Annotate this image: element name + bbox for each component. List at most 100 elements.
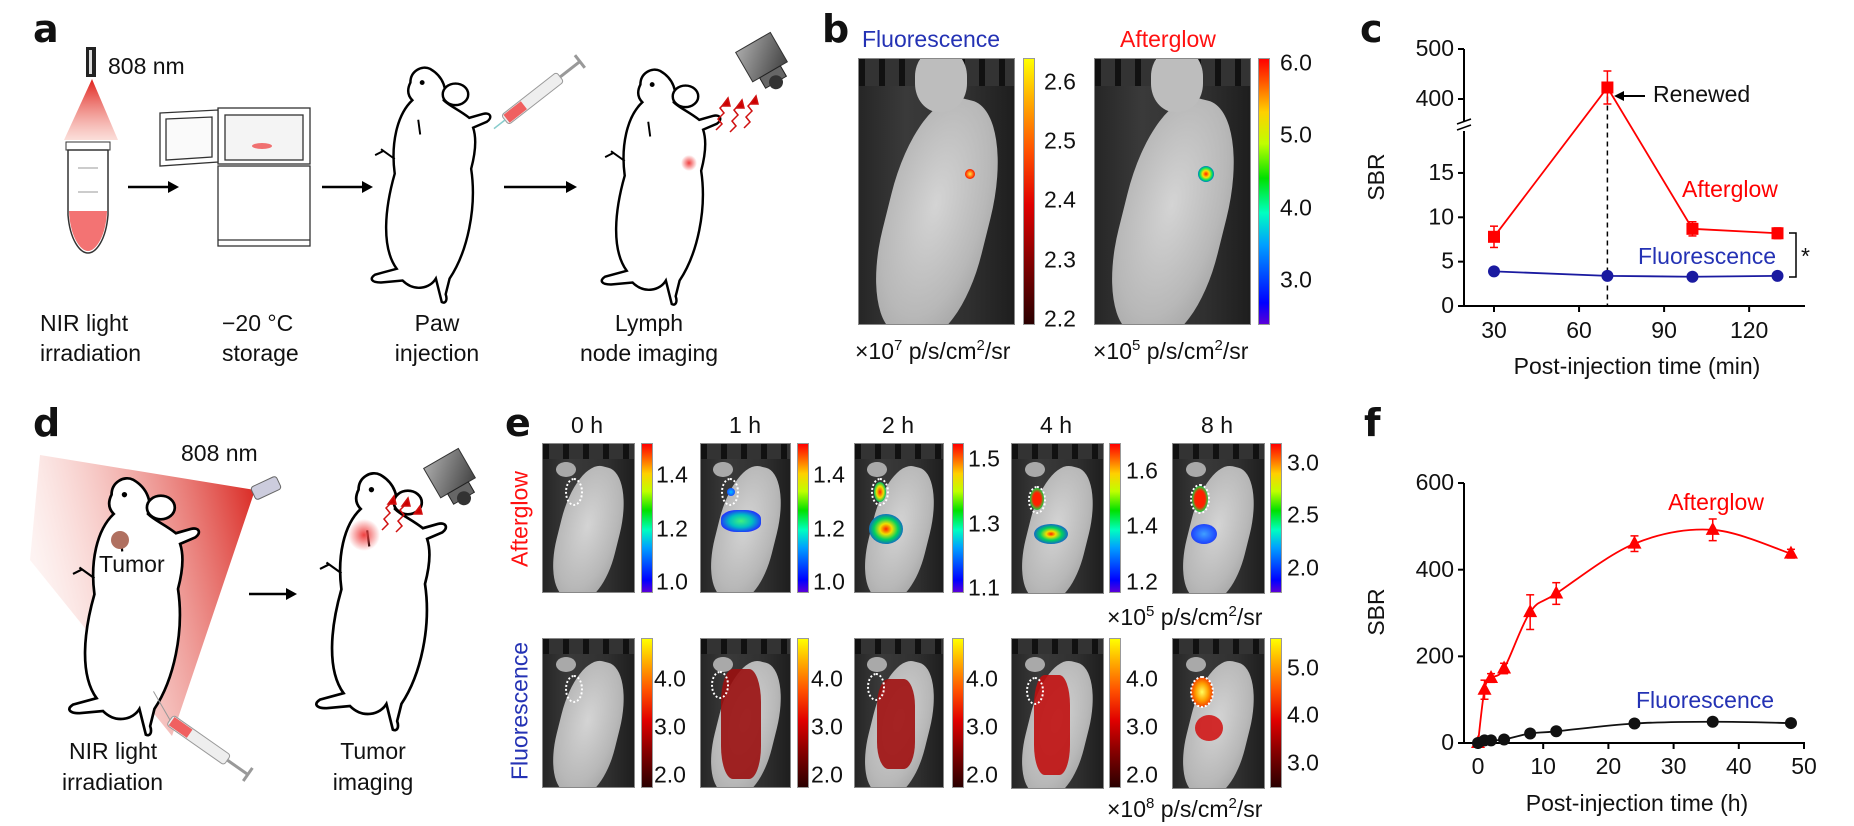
data-point bbox=[1549, 585, 1564, 599]
panel-label-b: b bbox=[822, 7, 850, 51]
data-point bbox=[1686, 222, 1699, 235]
step-label: irradiation bbox=[40, 340, 141, 366]
y-tick-label: 400 bbox=[1416, 556, 1454, 582]
y-tick-label: 500 bbox=[1416, 35, 1454, 61]
colorbar-tick-label: 1.5 bbox=[968, 445, 1000, 472]
series-label-afterglow: Afterglow bbox=[1668, 489, 1764, 515]
y-tick-label: 15 bbox=[1428, 159, 1454, 185]
chart-c: 0 5 10 15 400 500 30 60 90 120 Post-injection time… bbox=[1363, 35, 1810, 379]
afterglow-image-2h bbox=[854, 443, 944, 593]
y-axis-label: SBR bbox=[1363, 588, 1389, 635]
y-tick-label: 600 bbox=[1416, 469, 1454, 495]
data-point bbox=[1523, 604, 1538, 618]
annotation-renewed: Renewed bbox=[1653, 81, 1750, 107]
panel-label-d: d bbox=[33, 401, 61, 445]
fluorescence-image-2h bbox=[854, 638, 944, 788]
x-axis-label: Post-injection time (min) bbox=[1514, 353, 1761, 379]
colorbar-tick-label: 1.0 bbox=[813, 568, 845, 595]
y-tick-label: 0 bbox=[1441, 292, 1454, 318]
data-point bbox=[1686, 270, 1699, 283]
row-label-afterglow: Afterglow bbox=[506, 471, 533, 567]
colorbar-tick-label: 2.5 bbox=[1287, 501, 1319, 528]
series-label-afterglow: Afterglow bbox=[1682, 176, 1778, 202]
colorbar-tick-label: 3.0 bbox=[1280, 266, 1312, 293]
tumor-label: Tumor bbox=[99, 551, 165, 577]
colorbar-tick-label: 2.0 bbox=[1126, 761, 1158, 788]
significance-star: * bbox=[1801, 243, 1810, 269]
colorbar-tick-label: 4.0 bbox=[1280, 194, 1312, 221]
x-tick-label: 40 bbox=[1726, 753, 1752, 779]
laser-icon bbox=[250, 476, 282, 500]
colorbar-tick-label: 3.0 bbox=[966, 713, 998, 740]
afterglow-image-8h bbox=[1172, 443, 1265, 594]
camera-icon bbox=[422, 447, 477, 506]
laser-icon bbox=[86, 47, 96, 77]
colorbar bbox=[641, 638, 653, 788]
data-point bbox=[1628, 717, 1641, 730]
data-point bbox=[1771, 227, 1784, 240]
syringe-icon bbox=[493, 54, 586, 130]
colorbar-tick-label: 2.6 bbox=[1044, 68, 1076, 95]
fluorescence-title: Fluorescence bbox=[862, 26, 1001, 52]
step-label: Paw bbox=[414, 310, 460, 336]
fluorescence-image-0h bbox=[542, 638, 635, 788]
emission-arrows-icon bbox=[715, 94, 759, 133]
afterglow-image-0h bbox=[542, 443, 635, 593]
units-label: ×105 p/s/cm2/sr bbox=[1107, 603, 1263, 630]
y-tick-label: 10 bbox=[1428, 203, 1454, 229]
y-tick-label: 400 bbox=[1416, 85, 1454, 111]
x-tick-label: 10 bbox=[1530, 753, 1556, 779]
colorbar bbox=[952, 443, 964, 593]
colorbar-tick-label: 3.0 bbox=[811, 713, 843, 740]
colorbar bbox=[797, 638, 809, 788]
panel-label-f: f bbox=[1364, 401, 1381, 445]
mouse-afterglow-image bbox=[1094, 58, 1251, 325]
step-label: −20 °C bbox=[222, 310, 294, 336]
colorbar-tick-label: 2.3 bbox=[1044, 246, 1076, 273]
colorbar-tick-label: 4.0 bbox=[1287, 701, 1319, 728]
colorbar-tick-label: 6.0 bbox=[1280, 49, 1312, 76]
data-point bbox=[1601, 81, 1614, 94]
colorbar bbox=[1109, 443, 1121, 593]
data-point bbox=[1485, 734, 1498, 747]
data-point bbox=[1550, 725, 1563, 738]
step-label: NIR light bbox=[69, 738, 158, 764]
units-label: ×108 p/s/cm2/sr bbox=[1107, 795, 1263, 822]
step-label: irradiation bbox=[62, 769, 163, 795]
colorbar-tick-label: 1.4 bbox=[813, 461, 845, 488]
colorbar-tick-label: 2.0 bbox=[1287, 554, 1319, 581]
fluorescence-image-8h bbox=[1172, 638, 1265, 789]
time-label: 1 h bbox=[729, 412, 761, 438]
tube-icon bbox=[65, 141, 111, 254]
time-label: 0 h bbox=[571, 412, 603, 438]
data-point bbox=[1498, 733, 1511, 746]
data-point bbox=[1477, 681, 1492, 695]
step-label: Tumor bbox=[340, 738, 406, 764]
series-line-afterglow bbox=[1493, 85, 1778, 238]
colorbar-tick-label: 1.2 bbox=[656, 515, 688, 542]
data-point bbox=[1488, 265, 1500, 278]
significance-bracket bbox=[1789, 232, 1797, 278]
data-point bbox=[1784, 717, 1797, 730]
panel-label-e: e bbox=[505, 401, 531, 445]
annotation-arrowhead bbox=[1614, 91, 1624, 101]
tumor-marker bbox=[111, 531, 129, 549]
data-point bbox=[1524, 727, 1537, 740]
step-label: storage bbox=[222, 340, 299, 366]
x-tick-label: 0 bbox=[1472, 753, 1485, 779]
time-label: 8 h bbox=[1201, 412, 1233, 438]
y-tick-label: 5 bbox=[1441, 248, 1454, 274]
colorbar bbox=[1270, 638, 1282, 788]
colorbar-tick-label: 4.0 bbox=[1126, 665, 1158, 692]
afterglow-image-4h bbox=[1011, 443, 1104, 594]
colorbar-tick-label: 3.0 bbox=[1287, 749, 1319, 776]
arrow-icon bbox=[504, 181, 577, 193]
colorbar bbox=[952, 638, 964, 788]
colorbar-tick-label: 5.0 bbox=[1287, 654, 1319, 681]
colorbar-tick-label: 2.0 bbox=[966, 761, 998, 788]
x-tick-label: 50 bbox=[1791, 753, 1817, 779]
colorbar-tick-label: 1.2 bbox=[1126, 568, 1158, 595]
mouse-fluorescence-image bbox=[858, 58, 1015, 325]
